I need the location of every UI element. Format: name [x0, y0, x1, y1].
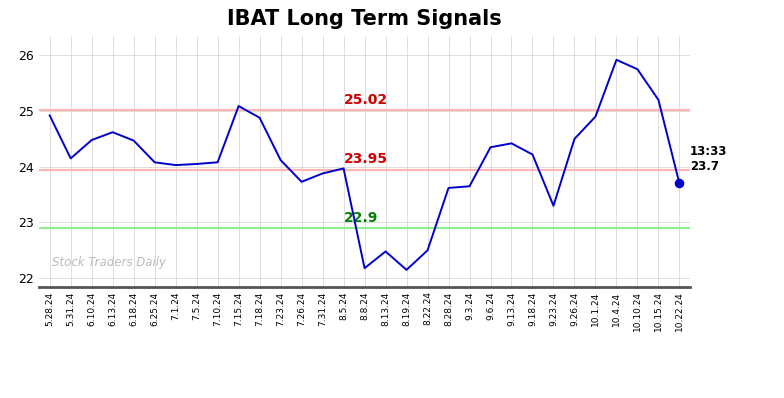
- Point: [673, 180, 686, 187]
- Text: 13:33
23.7: 13:33 23.7: [690, 145, 728, 174]
- Text: Stock Traders Daily: Stock Traders Daily: [53, 256, 166, 269]
- Text: 25.02: 25.02: [343, 93, 388, 107]
- Text: 23.95: 23.95: [343, 152, 387, 166]
- Title: IBAT Long Term Signals: IBAT Long Term Signals: [227, 9, 502, 29]
- Text: 22.9: 22.9: [343, 211, 378, 225]
